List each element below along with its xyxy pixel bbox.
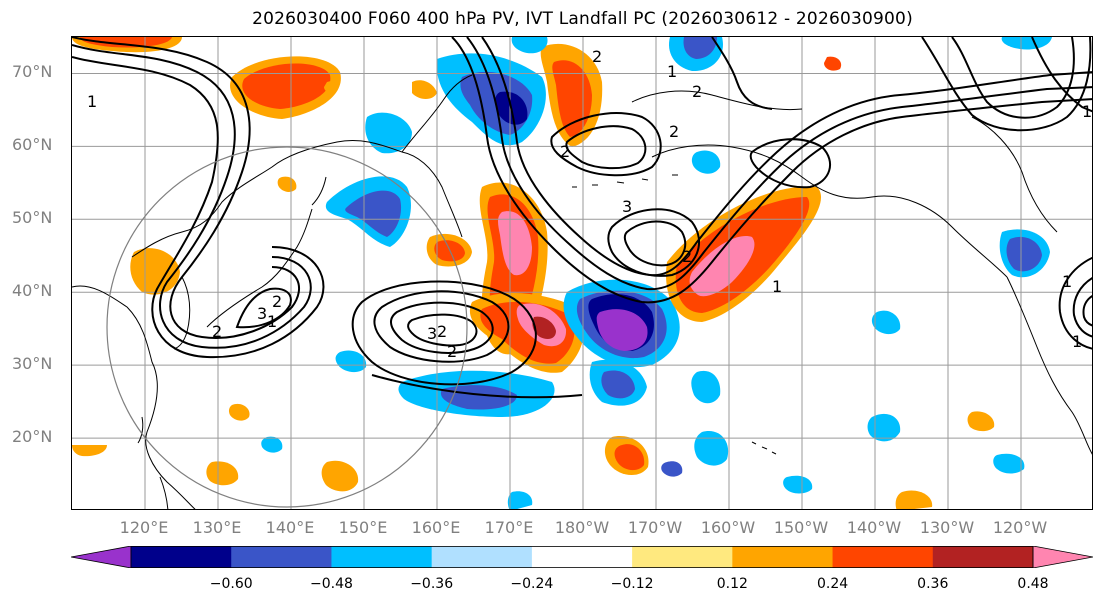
contour-label: 2 [592, 47, 602, 66]
colorbar-tick-label: −0.48 [309, 576, 353, 592]
longitude-label: 180°W [554, 518, 610, 537]
colorbar-segment [632, 546, 733, 568]
longitude-label: 160°W [700, 518, 756, 537]
contour-label: 1 [87, 92, 97, 111]
colorbar-tick-label: 0.24 [816, 576, 849, 592]
longitude-label: 170°W [627, 518, 683, 537]
colorbar [71, 546, 1093, 568]
colorbar-tick-label: −0.60 [209, 576, 253, 592]
contour-label: 2 [682, 247, 692, 266]
colorbar-segment [231, 546, 332, 568]
colorbar-segment [732, 546, 834, 568]
pv-anomaly-shading [72, 37, 1052, 509]
colorbar-extend-high [1032, 546, 1093, 568]
contour-label: 1 [267, 312, 277, 331]
longitude-label: 120°W [992, 518, 1048, 537]
longitude-label: 150°E [338, 518, 388, 537]
colorbar-tick-label: 0.48 [1017, 576, 1049, 592]
contour-label: 2 [212, 322, 222, 341]
longitude-label: 130°E [192, 518, 242, 537]
longitude-label: 140°W [846, 518, 902, 537]
coastlines [72, 74, 1092, 509]
longitude-label: 120°E [119, 518, 169, 537]
contour-label: 1 [667, 62, 677, 81]
contour-label: 3 [427, 324, 437, 343]
colorbar-outline [130, 546, 1034, 568]
colorbar-extend-low [71, 546, 132, 568]
colorbar-segment [932, 546, 1034, 568]
contour-label: 1 [1082, 102, 1092, 121]
contour-label: 2 [437, 322, 447, 341]
colorbar-segment [832, 546, 934, 568]
colorbar-tick-label: 0.12 [716, 576, 748, 592]
contour-label: 2 [447, 342, 457, 361]
contour-label: 1 [772, 277, 782, 296]
contour-label: 2 [669, 122, 679, 141]
colorbar-tick-label: −0.36 [410, 576, 454, 592]
colorbar-segment [531, 546, 633, 568]
colorbar-segment [331, 546, 433, 568]
contour-label: 1 [1072, 332, 1082, 351]
longitude-label: 160°E [411, 518, 461, 537]
longitude-label: 170°E [484, 518, 534, 537]
contour-label: 3 [257, 304, 267, 323]
contour-label: 3 [622, 197, 632, 216]
colorbar-segment [431, 546, 533, 568]
latitude-label: 20°N [12, 427, 53, 447]
contour-label: 1 [1062, 272, 1072, 291]
contour-label: 2 [692, 82, 702, 101]
latitude-label: 50°N [12, 208, 53, 228]
latitude-label: 30°N [12, 354, 53, 374]
longitude-label: 150°W [773, 518, 829, 537]
contour-label: 2 [272, 292, 282, 311]
latitude-label: 40°N [12, 281, 53, 301]
colorbar-tick-label: 0.36 [917, 576, 949, 592]
ivt-contours [72, 37, 1092, 399]
range-circle [106, 146, 468, 508]
colorbar-segment [131, 546, 232, 568]
map-title: 2026030400 F060 400 hPa PV, IVT Landfall… [252, 9, 913, 29]
colorbar-tick-label: −0.12 [610, 576, 654, 592]
latitude-label: 60°N [12, 135, 53, 155]
colorbar-tick-label: −0.24 [510, 576, 554, 592]
latitude-label: 70°N [12, 62, 53, 82]
longitude-label: 130°W [919, 518, 975, 537]
longitude-label: 140°E [265, 518, 315, 537]
contour-label: 2 [560, 142, 570, 161]
graticule [72, 37, 1092, 509]
